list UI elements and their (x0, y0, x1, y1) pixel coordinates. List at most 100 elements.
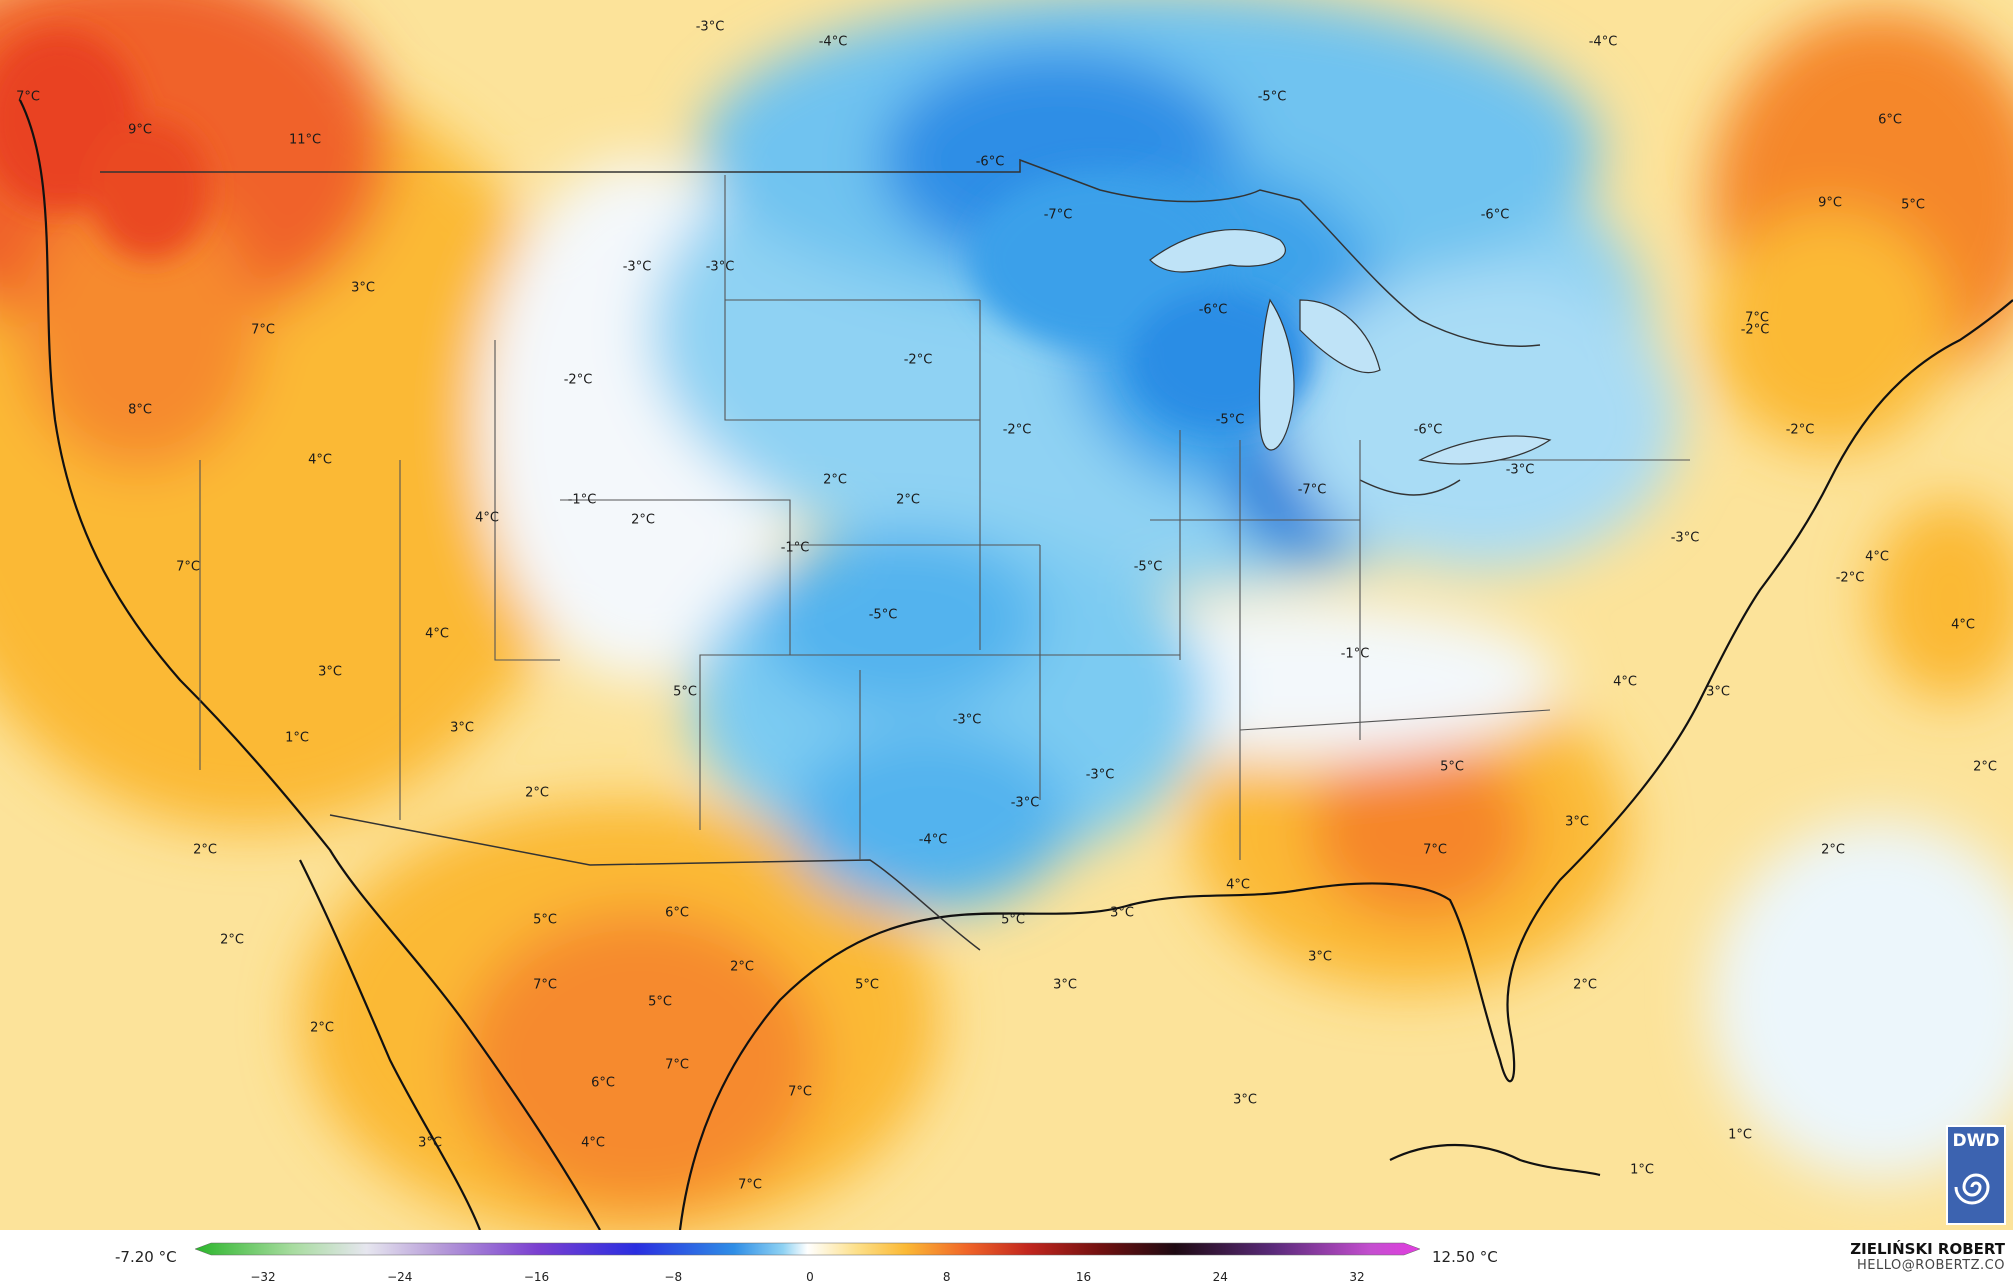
legend-min-value: -7.20 °C (115, 1248, 177, 1266)
legend-tick: 24 (1212, 1270, 1228, 1284)
legend-tick: 16 (1075, 1270, 1092, 1284)
temperature-label: -6°C (1413, 422, 1443, 438)
legend-tick: 32 (1349, 1270, 1365, 1284)
temperature-label: 3°C (450, 720, 474, 736)
temperature-label: -1°C (1340, 646, 1370, 662)
temperature-label: -1°C (567, 492, 597, 508)
temperature-label: 6°C (1878, 112, 1902, 128)
temperature-label: 6°C (665, 905, 689, 921)
legend-tick: −24 (387, 1270, 413, 1284)
temperature-label: 2°C (525, 785, 549, 801)
color-scale (195, 1242, 1420, 1256)
temperature-label: 7°C (16, 89, 40, 105)
temperature-label: -7°C (1043, 207, 1073, 223)
temperature-label: 1°C (1630, 1162, 1654, 1178)
temperature-label: 5°C (1001, 912, 1025, 928)
dwd-logo: DWD (1946, 1125, 2006, 1225)
temperature-label: 1°C (1728, 1127, 1752, 1143)
temperature-label: 11°C (288, 132, 322, 148)
temperature-label: 7°C (1745, 310, 1769, 326)
temperature-label: 7°C (533, 977, 557, 993)
temperature-label: -6°C (1198, 302, 1228, 318)
temperature-label: -5°C (868, 607, 898, 623)
temperature-label: -4°C (818, 34, 848, 50)
temperature-label: 5°C (533, 912, 557, 928)
legend-tick: −8 (664, 1270, 683, 1284)
temperature-label: 4°C (1613, 674, 1637, 690)
temperature-label: -3°C (1085, 767, 1115, 783)
temperature-label: 5°C (855, 977, 879, 993)
temperature-label: -6°C (975, 154, 1005, 170)
temperature-label: 1°C (285, 730, 309, 746)
temperature-label: 4°C (1951, 617, 1975, 633)
temperature-label: -7°C (1297, 482, 1327, 498)
temperature-label: 3°C (1233, 1092, 1257, 1108)
temperature-label: -3°C (1505, 462, 1535, 478)
temperature-label: 2°C (1821, 842, 1845, 858)
temperature-label: 8°C (128, 402, 152, 418)
temperature-label: 5°C (1901, 197, 1925, 213)
temperature-label: -2°C (1835, 570, 1865, 586)
temperature-label: -3°C (1670, 530, 1700, 546)
temperature-label: 2°C (631, 512, 655, 528)
temperature-label: 4°C (425, 626, 449, 642)
temperature-label: 5°C (673, 684, 697, 700)
temperature-label: -5°C (1215, 412, 1245, 428)
temperature-label: 9°C (128, 122, 152, 138)
temperature-label: -2°C (563, 372, 593, 388)
temperature-label: -2°C (1785, 422, 1815, 438)
temperature-map: -3°C -4°C -4°C -5°C -6°C -7°C -6°C -3°C -3°C -6°C… (0, 0, 2013, 1230)
temperature-label: -3°C (1010, 795, 1040, 811)
temperature-label: 2°C (193, 842, 217, 858)
temperature-label: 4°C (308, 452, 332, 468)
temperature-label: -2°C (1740, 322, 1770, 338)
map-canvas (0, 0, 2013, 1230)
temperature-label: -4°C (918, 832, 948, 848)
temperature-label: 3°C (1110, 905, 1134, 921)
legend-tick: 8 (942, 1270, 951, 1284)
temperature-label: 6°C (591, 1075, 615, 1091)
temperature-label: 3°C (351, 280, 375, 296)
author-email: HELLO@ROBERTZ.CO (1856, 1258, 2005, 1273)
temperature-label: -5°C (1257, 89, 1287, 105)
temperature-label: -2°C (1002, 422, 1032, 438)
dwd-logo-text: DWD (1952, 1131, 2000, 1151)
temperature-label: 3°C (1308, 949, 1332, 965)
author-name: ZIELIŃSKI ROBERT (1850, 1240, 2005, 1258)
legend-max-value: 12.50 °C (1432, 1248, 1498, 1266)
temperature-label: 2°C (823, 472, 847, 488)
temperature-label: 2°C (220, 932, 244, 948)
temperature-label: 3°C (1706, 684, 1730, 700)
temperature-label: 3°C (318, 664, 342, 680)
temperature-label: 7°C (251, 322, 275, 338)
temperature-label: 5°C (648, 994, 672, 1010)
temperature-label: -3°C (952, 712, 982, 728)
temperature-label: 7°C (738, 1177, 762, 1193)
temperature-label: 4°C (1226, 877, 1250, 893)
temperature-label: -3°C (622, 259, 652, 275)
temperature-label: -4°C (1588, 34, 1618, 50)
temperature-label: -5°C (1133, 559, 1163, 575)
temperature-label: 3°C (1053, 977, 1077, 993)
temperature-label: 2°C (1573, 977, 1597, 993)
temperature-label: 2°C (730, 959, 754, 975)
legend-tick: 0 (806, 1270, 814, 1284)
temperature-label: 2°C (310, 1020, 334, 1036)
temperature-label: 7°C (665, 1057, 689, 1073)
temperature-label: 3°C (418, 1135, 442, 1151)
temperature-label: 4°C (581, 1135, 605, 1151)
temperature-label: 4°C (475, 510, 499, 526)
temperature-label: 7°C (176, 559, 200, 575)
temperature-label: 7°C (788, 1084, 812, 1100)
temperature-label: 7°C (1423, 842, 1447, 858)
temperature-label: -1°C (780, 540, 810, 556)
temperature-label: 2°C (1973, 759, 1997, 775)
temperature-label: 2°C (896, 492, 920, 508)
legend-tick: −32 (250, 1270, 276, 1284)
author-credit: ZIELIŃSKI ROBERT HELLO@ROBERTZ.CO (1850, 1240, 2005, 1273)
temperature-label: 3°C (1565, 814, 1589, 830)
legend-bar: -7.20 °C (0, 1230, 2013, 1287)
temperature-label: 9°C (1818, 195, 1842, 211)
legend-tick: −16 (523, 1270, 550, 1284)
temperature-label: -3°C (705, 259, 735, 275)
